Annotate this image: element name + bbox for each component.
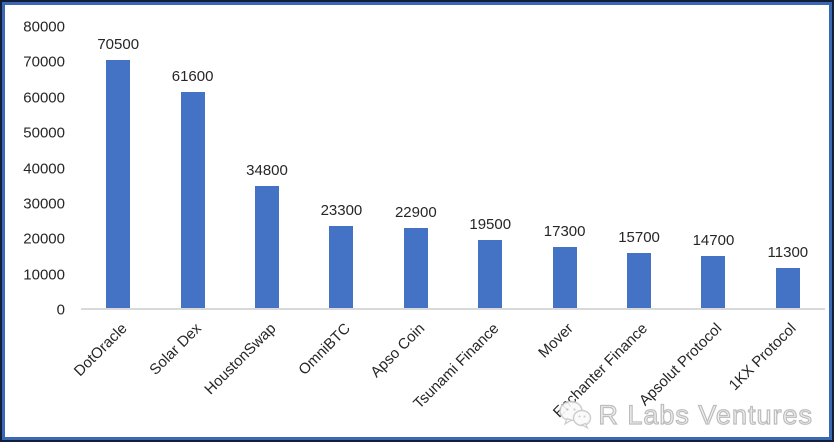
y-axis-tick-label: 10000 bbox=[23, 266, 65, 284]
bar bbox=[478, 239, 503, 308]
bar-value-label: 70500 bbox=[97, 36, 140, 54]
y-axis-tick-label: 60000 bbox=[23, 89, 65, 107]
y-axis: 0 10000 20000 30000 40000 50000 60000 70000 8000… bbox=[5, 19, 69, 319]
bar bbox=[403, 227, 428, 308]
x-axis-category-label: Solar Dex bbox=[146, 320, 205, 379]
y-axis-tick-label: 30000 bbox=[23, 195, 65, 213]
x-axis-category-label: Mover bbox=[535, 320, 577, 362]
wechat-chat-bubbles-icon bbox=[559, 400, 592, 430]
bar-group: 14700 Apsolut Protocol bbox=[636, 27, 750, 409]
bar-chart: 0 10000 20000 30000 40000 50000 60000 70000 8000… bbox=[5, 5, 829, 437]
plot-area: 70500 DotOracle 61600 Solar Dex 34800 Houston… bbox=[70, 27, 825, 421]
bar bbox=[552, 247, 577, 308]
bar-group: 34800 HoustonSwap bbox=[201, 27, 304, 398]
bar-group: 17300 Mover bbox=[527, 27, 601, 361]
bar-value-label: 34800 bbox=[246, 161, 288, 179]
bar bbox=[627, 252, 652, 308]
bar bbox=[255, 185, 280, 308]
y-axis-tick-label: 70000 bbox=[23, 53, 65, 71]
y-axis-tick-label: 0 bbox=[56, 301, 65, 319]
bar bbox=[106, 60, 131, 308]
bar-group: 15700 Enchanter Finance bbox=[550, 27, 676, 421]
x-axis-category-label: 1KX Protocol bbox=[725, 320, 800, 394]
bar bbox=[701, 256, 726, 308]
bar bbox=[329, 226, 354, 308]
bar-value-label: 22900 bbox=[394, 203, 437, 221]
x-axis-category-label: Apsolut Protocol bbox=[636, 320, 726, 410]
bar bbox=[775, 268, 800, 308]
bar bbox=[180, 91, 205, 308]
bar-group: 61600 Solar Dex bbox=[146, 27, 229, 379]
y-axis-tick-label: 50000 bbox=[23, 124, 65, 142]
bar-value-label: 17300 bbox=[543, 223, 586, 241]
x-axis-category-label: HoustonSwap bbox=[200, 320, 280, 399]
x-axis-category-label: DotOracle bbox=[70, 320, 131, 380]
bar-value-label: 19500 bbox=[469, 215, 512, 233]
x-axis-category-label: OmniBTC bbox=[294, 320, 354, 379]
watermark-text: R Labs Ventures bbox=[598, 399, 813, 430]
y-axis-tick-label: 40000 bbox=[23, 160, 65, 177]
bar-value-label: 23300 bbox=[320, 202, 363, 220]
bar-group: 70500 DotOracle bbox=[70, 27, 155, 379]
x-axis-category-label: Apso Coin bbox=[366, 320, 428, 381]
bar-value-label: 61600 bbox=[171, 67, 214, 85]
bar-group: 11300 1KX Protocol bbox=[726, 27, 825, 394]
bar-value-label: 15700 bbox=[618, 228, 660, 246]
y-axis-tick-label: 80000 bbox=[23, 18, 65, 36]
bar-group: 19500 Tsunami Finance bbox=[410, 27, 527, 413]
y-axis-tick-label: 20000 bbox=[23, 230, 65, 248]
bar-value-label: 14700 bbox=[692, 232, 735, 250]
bar-group: 23300 OmniBTC bbox=[295, 27, 378, 378]
bar-group: 22900 Apso Coin bbox=[367, 27, 453, 381]
bar-value-label: 11300 bbox=[767, 244, 809, 262]
watermark: R Labs Ventures bbox=[558, 399, 813, 431]
